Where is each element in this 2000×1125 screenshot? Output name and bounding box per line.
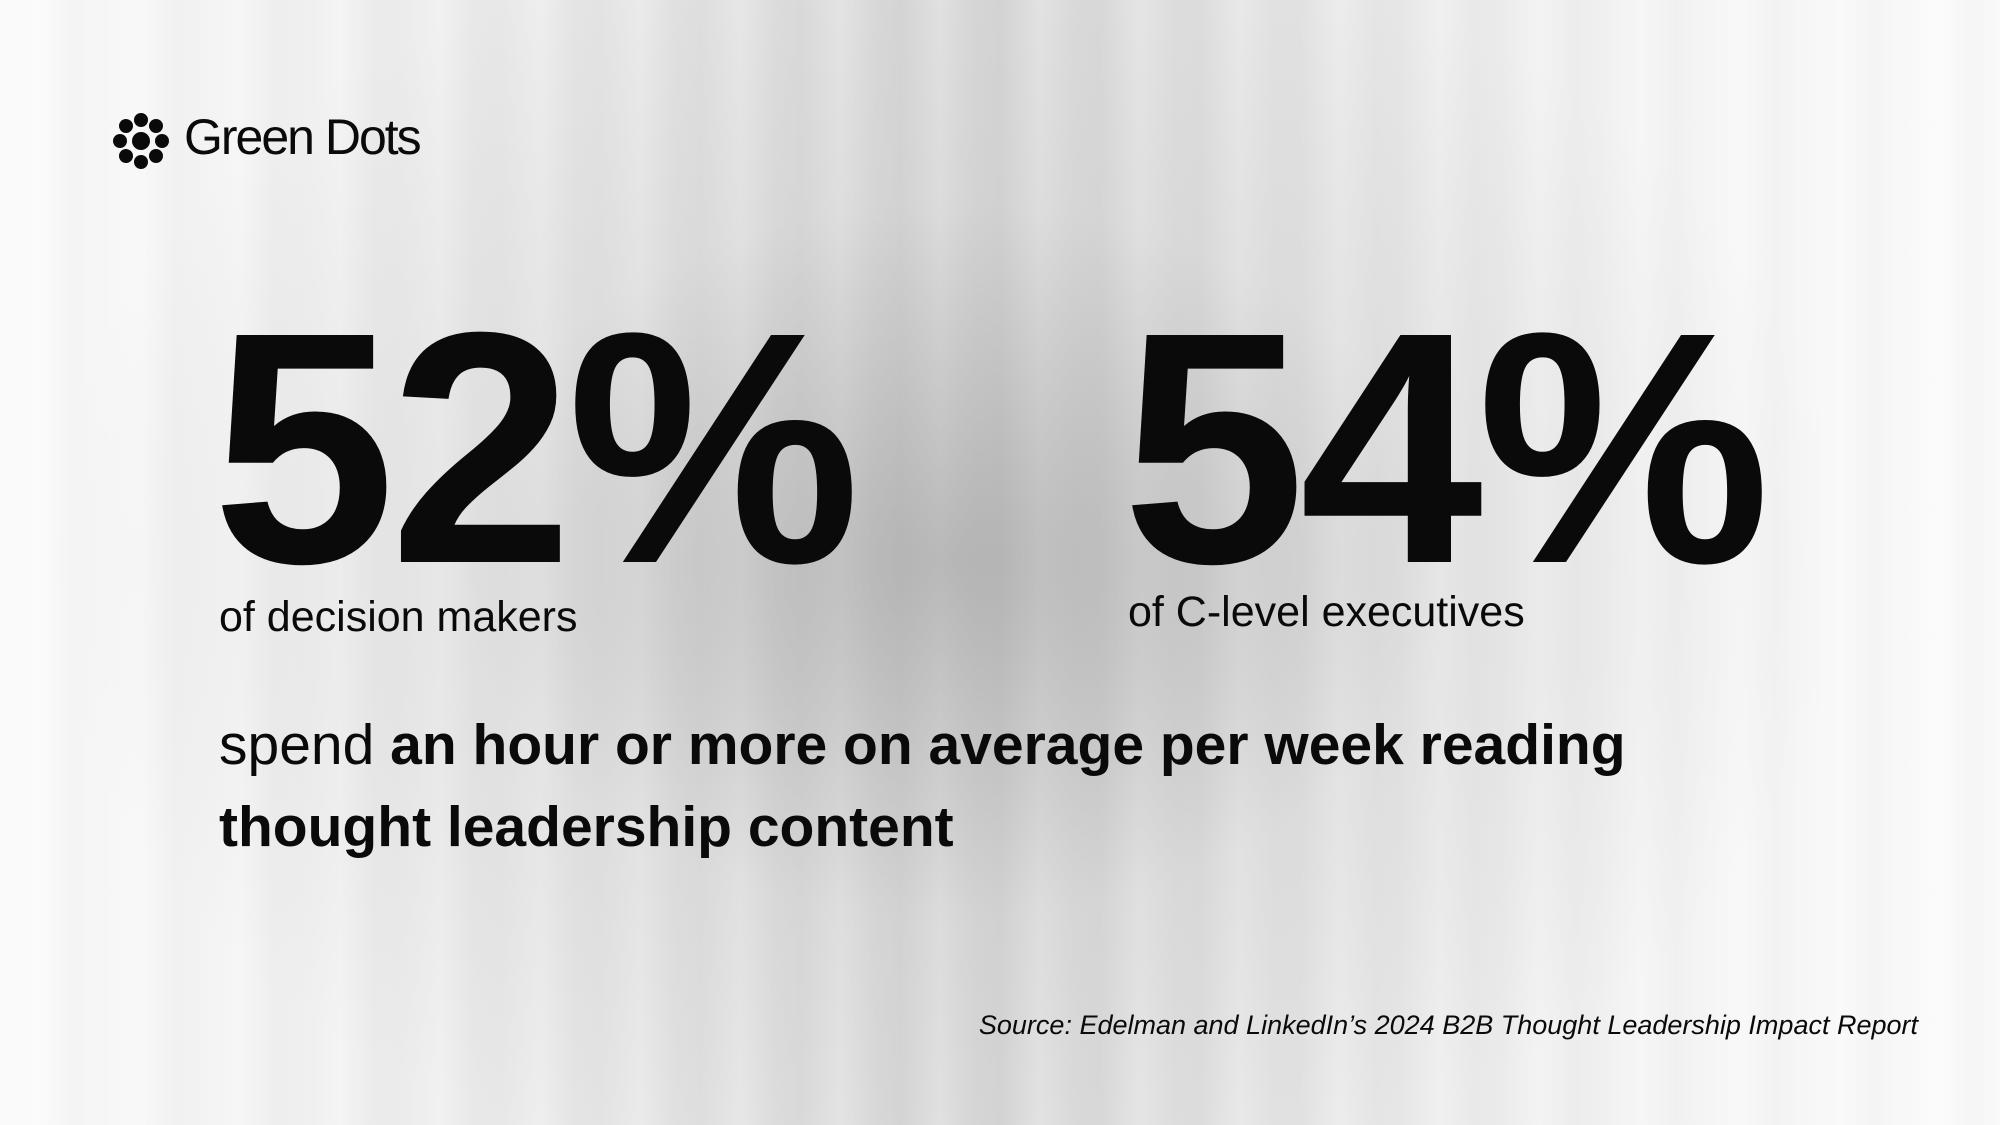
source-note: Source: Edelman and LinkedIn’s 2024 B2B … [978,1010,1918,1040]
logo-text: Green Dots [184,109,422,165]
statement-emphasis: an hour or more on average per week read… [219,713,1626,859]
statement-lead: spend [219,713,375,777]
stat-label: of decision makers [219,593,578,641]
stat-label: of C-level executives [1128,588,1525,636]
logo-icon [113,113,169,169]
statement: spend an hour or more on average per wee… [219,704,1779,868]
stat-value: 54% [1122,263,1770,632]
stat-value: 52% [212,263,860,632]
